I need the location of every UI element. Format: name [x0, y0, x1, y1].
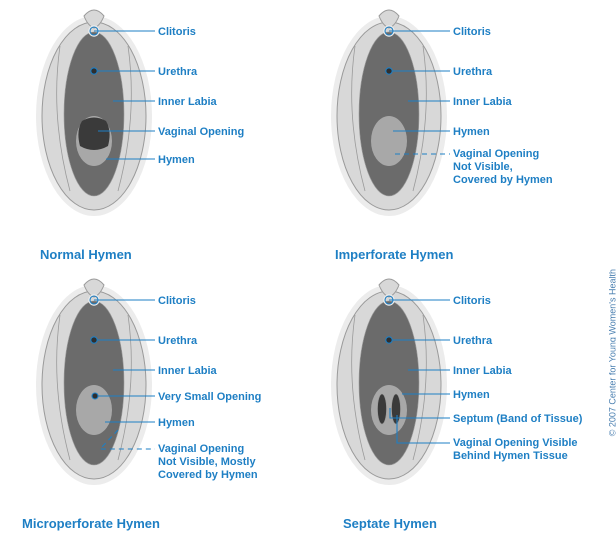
label-microperforate-0: Clitoris	[158, 295, 196, 308]
label-normal-0: Clitoris	[158, 26, 196, 39]
panel-normal: Clitoris Urethra Inner Labia Vaginal Openin…	[0, 0, 295, 268]
panel-title-microperforate: Microperforate Hymen	[22, 516, 160, 531]
label-septate-5: Vaginal Opening Visible Behind Hymen Tis…	[453, 437, 578, 463]
label-septate-4: Septum (Band of Tissue)	[453, 413, 582, 426]
panel-microperforate: Clitoris Urethra Inner Labia Very Small Ope…	[0, 269, 295, 537]
panel-septate: Clitoris Urethra Inner Labia Hymen Septum (B…	[295, 269, 590, 537]
label-septate-3: Hymen	[453, 389, 490, 402]
label-septate-1: Urethra	[453, 335, 492, 348]
anatomy-svg	[295, 269, 590, 537]
label-imperforate-1: Urethra	[453, 66, 492, 79]
label-septate-2: Inner Labia	[453, 365, 512, 378]
label-imperforate-2: Inner Labia	[453, 96, 512, 109]
label-septate-0: Clitoris	[453, 295, 491, 308]
label-normal-3: Vaginal Opening	[158, 126, 244, 139]
panel-title-normal: Normal Hymen	[40, 247, 132, 262]
label-normal-2: Inner Labia	[158, 96, 217, 109]
label-imperforate-4: Vaginal Opening Not Visible, Covered by …	[453, 148, 553, 188]
label-normal-4: Hymen	[158, 154, 195, 167]
label-microperforate-1: Urethra	[158, 335, 197, 348]
anatomy-svg	[295, 0, 590, 268]
panel-imperforate: Clitoris Urethra Inner Labia Hymen Vaginal O…	[295, 0, 590, 268]
panel-title-septate: Septate Hymen	[343, 516, 437, 531]
label-microperforate-4: Hymen	[158, 417, 195, 430]
label-microperforate-2: Inner Labia	[158, 365, 217, 378]
anatomy-svg	[0, 0, 295, 268]
panel-title-imperforate: Imperforate Hymen	[335, 247, 453, 262]
label-microperforate-5: Vaginal Opening Not Visible, Mostly Cove…	[158, 443, 258, 483]
label-imperforate-0: Clitoris	[453, 26, 491, 39]
label-microperforate-3: Very Small Opening	[158, 391, 261, 404]
diagram-grid: Clitoris Urethra Inner Labia Vaginal Openin…	[0, 0, 590, 537]
label-imperforate-3: Hymen	[453, 126, 490, 139]
label-normal-1: Urethra	[158, 66, 197, 79]
copyright-text: © 2007 Center for Young Women's Health	[607, 269, 616, 436]
